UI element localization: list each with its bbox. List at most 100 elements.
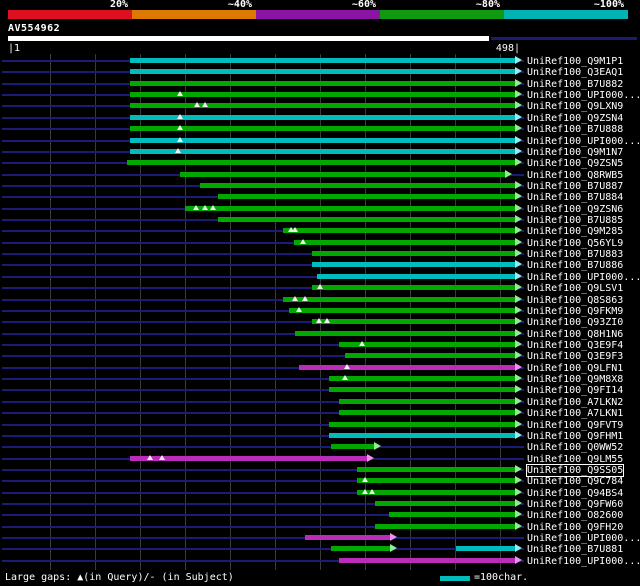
hit-label[interactable]: UniRef100_O82600 bbox=[527, 510, 624, 522]
hit-label[interactable]: UniRef100_B7U888 bbox=[527, 124, 624, 136]
alignment-bar[interactable] bbox=[311, 319, 515, 325]
hit-label[interactable]: UniRef100_B7U882 bbox=[527, 78, 624, 90]
alignment-bar[interactable] bbox=[218, 194, 515, 200]
alignment-bar[interactable] bbox=[311, 285, 515, 291]
hit-label[interactable]: UniRef100_Q8RWB5 bbox=[527, 169, 624, 181]
hit-label[interactable]: UniRef100_B7U887 bbox=[527, 180, 624, 192]
hit-track-line bbox=[2, 389, 524, 392]
alignment-bar[interactable] bbox=[329, 376, 515, 382]
hit-label[interactable]: UniRef100_Q0WW52 bbox=[527, 442, 624, 454]
hit-label[interactable]: UniRef100_Q9M1N7 bbox=[527, 146, 624, 158]
hit-label[interactable]: UniRef100_Q9FI14 bbox=[527, 385, 624, 397]
alignment-bar[interactable] bbox=[199, 182, 515, 188]
hit-label[interactable]: UniRef100_Q9FW60 bbox=[527, 499, 624, 511]
hit-label[interactable]: UniRef100_UPI000... bbox=[527, 555, 640, 567]
alignment-bar[interactable] bbox=[316, 273, 515, 279]
alignment-bar[interactable] bbox=[282, 296, 515, 302]
hit-label[interactable]: UniRef100_B7U884 bbox=[527, 192, 624, 204]
hit-label[interactable]: UniRef100_Q9M8X8 bbox=[527, 374, 624, 386]
hit-label[interactable]: UniRef100_Q9SS05 bbox=[525, 463, 625, 477]
identity-key-segment bbox=[8, 10, 132, 19]
hit-label[interactable]: UniRef100_Q8S863 bbox=[527, 294, 624, 306]
hit-label[interactable]: UniRef100_Q3EAQ1 bbox=[527, 67, 624, 79]
alignment-bar[interactable] bbox=[388, 512, 515, 518]
alignment-bar[interactable] bbox=[311, 262, 515, 268]
alignment-bar[interactable] bbox=[130, 103, 515, 109]
hit-label[interactable]: UniRef100_A7LKN2 bbox=[527, 396, 624, 408]
alignment-bar[interactable] bbox=[339, 398, 515, 404]
hit-label[interactable]: UniRef100_UPI000... bbox=[527, 90, 640, 102]
alignment-bar[interactable] bbox=[180, 171, 505, 177]
hit-label[interactable]: UniRef100_Q56YL9 bbox=[527, 237, 624, 249]
alignment-bar[interactable] bbox=[356, 466, 515, 472]
hit-track-line bbox=[2, 412, 524, 415]
alignment-bar[interactable] bbox=[356, 478, 515, 484]
alignment-bar[interactable] bbox=[294, 239, 515, 245]
alignment-bar[interactable] bbox=[456, 546, 515, 552]
hit-label[interactable]: UniRef100_Q9M1P1 bbox=[527, 56, 624, 67]
hit-label[interactable]: UniRef100_Q8H1N6 bbox=[527, 328, 624, 340]
alignment-bar[interactable] bbox=[329, 432, 515, 438]
alignment-bar[interactable] bbox=[218, 217, 515, 223]
hit-label[interactable]: UniRef100_UPI000... bbox=[527, 533, 640, 545]
hit-label[interactable]: UniRef100_Q9FKM9 bbox=[527, 305, 624, 317]
hit-label[interactable]: UniRef100_Q9LM55 bbox=[527, 453, 624, 465]
hit-label[interactable]: UniRef100_Q9ZSN5 bbox=[527, 158, 624, 170]
hit-label[interactable]: UniRef100_Q9M285 bbox=[527, 226, 624, 238]
alignment-bar[interactable] bbox=[130, 58, 515, 63]
alignment-bar[interactable] bbox=[329, 387, 515, 393]
hit-label[interactable]: UniRef100_B7U881 bbox=[527, 544, 624, 556]
alignment-bar[interactable] bbox=[339, 342, 515, 347]
alignment-bar[interactable] bbox=[130, 137, 515, 143]
hit-label[interactable]: UniRef100_Q94BS4 bbox=[527, 487, 624, 499]
alignment-bar[interactable] bbox=[130, 148, 515, 154]
alignment-bar[interactable] bbox=[130, 92, 515, 98]
hit-row: UniRef100_Q9FH20 bbox=[0, 521, 640, 533]
alignment-bar[interactable] bbox=[375, 501, 515, 507]
alignment-bar[interactable] bbox=[295, 330, 515, 336]
hit-row: UniRef100_UPI000... bbox=[0, 555, 640, 567]
alignment-bar[interactable] bbox=[344, 353, 515, 359]
hit-label[interactable]: UniRef100_Q9FVT9 bbox=[527, 419, 624, 431]
hit-label[interactable]: UniRef100_Q93ZI0 bbox=[527, 317, 624, 329]
alignment-bar[interactable] bbox=[130, 80, 515, 86]
bar-arrowhead-icon bbox=[389, 533, 397, 542]
alignment-bar[interactable] bbox=[126, 160, 515, 166]
alignment-bar[interactable] bbox=[311, 251, 515, 257]
hit-label[interactable]: UniRef100_Q9LSV1 bbox=[527, 283, 624, 295]
hit-label[interactable]: UniRef100_A7LKN1 bbox=[527, 408, 624, 420]
hit-track-line bbox=[2, 332, 524, 335]
hit-label[interactable]: UniRef100_Q9FHM1 bbox=[527, 430, 624, 442]
hit-label[interactable]: UniRef100_UPI000... bbox=[527, 271, 640, 283]
alignment-bar[interactable] bbox=[289, 307, 515, 313]
hit-row: UniRef100_B7U885 bbox=[0, 215, 640, 226]
hit-label[interactable]: UniRef100_B7U886 bbox=[527, 260, 624, 272]
hit-label[interactable]: UniRef100_Q9FH20 bbox=[527, 521, 624, 533]
hit-label[interactable]: UniRef100_B7U883 bbox=[527, 249, 624, 261]
hit-label[interactable]: UniRef100_UPI000... bbox=[527, 135, 640, 147]
alignment-bar[interactable] bbox=[282, 228, 515, 234]
alignment-bar[interactable] bbox=[130, 455, 368, 461]
hit-label[interactable]: UniRef100_Q9ZSN6 bbox=[527, 203, 624, 215]
alignment-bar[interactable] bbox=[130, 114, 515, 120]
alignment-bar[interactable] bbox=[331, 546, 390, 552]
hit-label[interactable]: UniRef100_Q3E9F4 bbox=[527, 340, 624, 351]
alignment-bar[interactable] bbox=[299, 364, 515, 370]
alignment-bar[interactable] bbox=[339, 557, 515, 563]
bar-arrowhead-icon bbox=[514, 555, 522, 564]
alignment-bar[interactable] bbox=[331, 444, 375, 450]
hit-label[interactable]: UniRef100_Q9LXN9 bbox=[527, 101, 624, 113]
alignment-bar[interactable] bbox=[185, 205, 515, 211]
hit-label[interactable]: UniRef100_B7U885 bbox=[527, 215, 624, 227]
alignment-bar[interactable] bbox=[329, 421, 515, 427]
alignment-bar[interactable] bbox=[356, 489, 515, 495]
hit-label[interactable]: UniRef100_Q9C784 bbox=[527, 476, 624, 488]
alignment-bar[interactable] bbox=[304, 535, 390, 541]
alignment-bar[interactable] bbox=[375, 523, 515, 529]
hit-label[interactable]: UniRef100_Q9ZSN4 bbox=[527, 112, 624, 124]
hit-label[interactable]: UniRef100_Q3E9F3 bbox=[527, 351, 624, 363]
alignment-bar[interactable] bbox=[339, 410, 515, 416]
alignment-bar[interactable] bbox=[130, 69, 515, 75]
hit-label[interactable]: UniRef100_Q9LFN1 bbox=[527, 362, 624, 374]
alignment-bar[interactable] bbox=[130, 126, 515, 132]
